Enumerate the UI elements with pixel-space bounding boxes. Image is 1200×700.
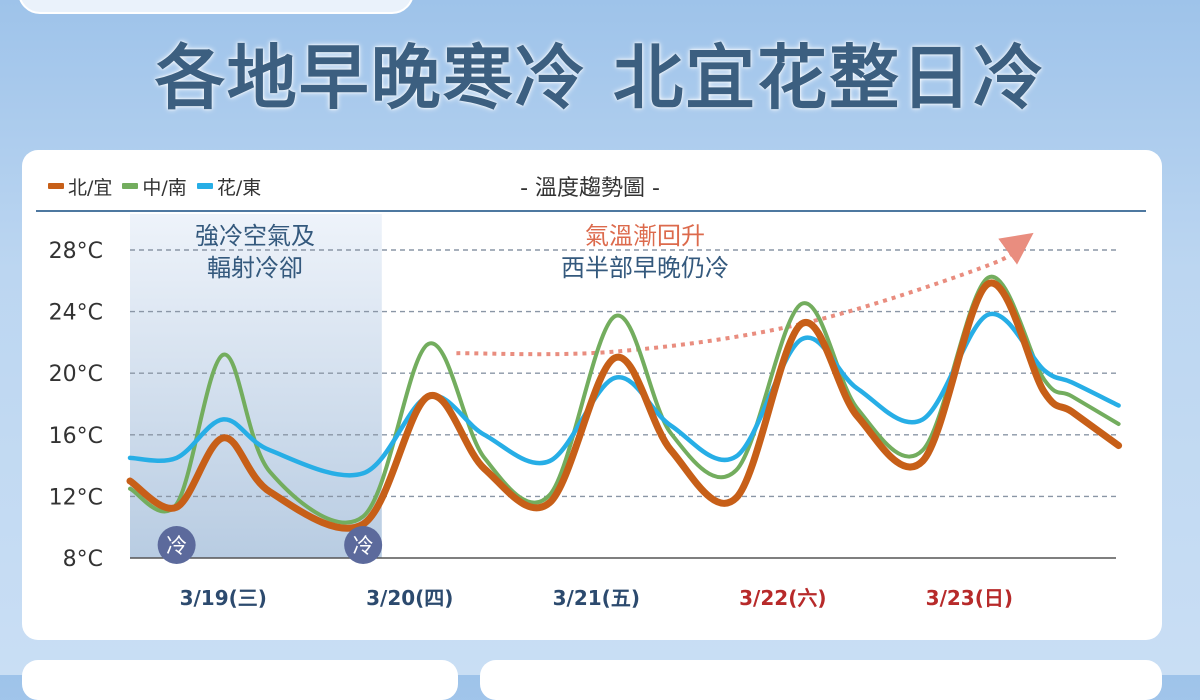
legend-swatch <box>196 183 213 189</box>
legend-swatch <box>48 183 64 189</box>
cold-period-band <box>130 214 382 558</box>
cold-badge <box>157 526 196 564</box>
series-line-north-yilan <box>126 279 1123 532</box>
legend-item-north-yilan: 北/宜 <box>48 173 112 200</box>
y-tick-label: 20°C <box>49 362 103 387</box>
cold-badge <box>344 526 383 564</box>
chart-legend: 北/宜 中/南 花/東 <box>48 173 271 200</box>
y-tick-label: 12°C <box>49 485 103 510</box>
x-tick-label: 3/21(五) <box>553 586 640 610</box>
annotation-line: 強冷空氣及 <box>195 222 315 250</box>
annotation-line: 輻射冷卻 <box>207 254 303 282</box>
chart-title: - 溫度趨勢圖 - <box>520 176 660 201</box>
x-tick-label: 3/22(六) <box>739 586 826 610</box>
cold-badge-label: 冷 <box>353 534 374 558</box>
legend-label: 中/南 <box>142 176 187 199</box>
legend-swatch <box>122 183 139 189</box>
legend-item-central-south: 中/南 <box>122 173 187 200</box>
trend-arrow <box>456 232 1034 357</box>
y-tick-label: 24°C <box>49 301 103 326</box>
legend-label: 花/東 <box>216 176 262 199</box>
headline: 各地早晚寒冷 北宜花整日冷 <box>154 37 1046 119</box>
x-tick-label: 3/20(四) <box>366 586 453 610</box>
title-divider <box>36 210 1146 212</box>
temperature-chart: 8°C 12°C 16°C 20°C 24°C 28°C 3/19(三) 3/20(四) 3/2… <box>49 214 1123 610</box>
x-tick-label: 3/23(日) <box>926 586 1013 610</box>
cold-badge-label: 冷 <box>166 534 187 558</box>
legend-item-hualien-taitung: 花/東 <box>196 173 262 200</box>
annotation-warming: 氣溫漸回升 西半部早晚仍冷 <box>520 220 770 284</box>
y-tick-label: 16°C <box>49 424 103 449</box>
legend-label: 北/宜 <box>68 176 113 199</box>
annotation-line: 氣溫漸回升 <box>585 222 705 250</box>
annotation-line: 西半部早晚仍冷 <box>561 254 729 282</box>
y-tick-label: 8°C <box>63 547 103 572</box>
annotation-cold-air: 強冷空氣及 輻射冷卻 <box>150 220 360 284</box>
x-tick-label: 3/19(三) <box>180 586 267 610</box>
y-tick-label: 28°C <box>49 239 103 264</box>
